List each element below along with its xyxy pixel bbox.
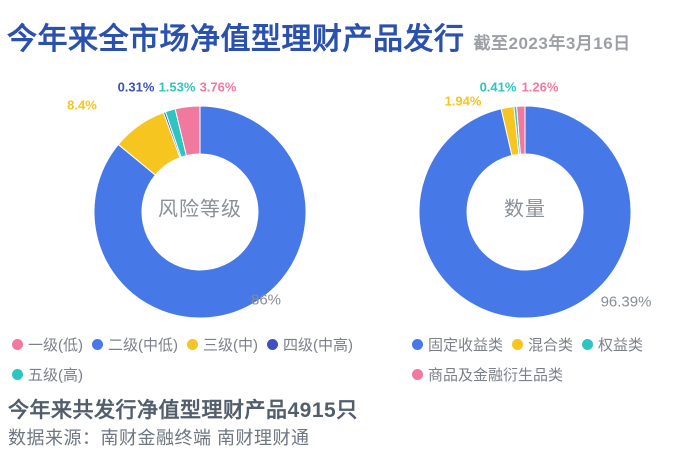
legend-dot-level1-low <box>12 339 23 350</box>
pct-label-0-41: 0.41% <box>479 79 517 95</box>
quantity-legend: 固定收益类 混合类 权益类商品及金融衍生品类 <box>412 334 674 385</box>
legend-item-level5-high[interactable]: 五级(高) <box>12 364 83 385</box>
risk-level-center-label: 风险等级 <box>158 198 242 221</box>
legend-item-equity[interactable]: 权益类 <box>582 334 643 355</box>
quantity-center-label: 数量 <box>504 198 546 221</box>
legend-dot-level4-mid-high <box>267 339 278 350</box>
page-title: 今年来全市场净值型理财产品发行 <box>7 23 465 56</box>
legend-label: 混合类 <box>528 337 574 354</box>
slice-fixed-income[interactable] <box>418 105 632 319</box>
header: 今年来全市场净值型理财产品发行 截至2023年3月16日 <box>7 14 631 58</box>
legend-dot-level5-high <box>12 369 23 380</box>
slice-level2-mid-low[interactable] <box>93 105 307 319</box>
pct-label-96-39: 96.39% <box>600 293 652 311</box>
data-source-text: 数据来源：南财金融终端 南财理财通 <box>8 428 310 448</box>
legend-item-level3-mid[interactable]: 三级(中) <box>187 334 258 355</box>
legend-item-fixed-income[interactable]: 固定收益类 <box>412 334 503 355</box>
pct-label-86: 86% <box>250 291 282 309</box>
legend-label: 一级(低) <box>28 337 83 354</box>
legend-dot-level2-mid-low <box>92 339 103 350</box>
legend-item-level1-low[interactable]: 一级(低) <box>12 334 83 355</box>
slice-commodity-derivatives[interactable] <box>516 105 526 155</box>
legend-dot-level3-mid <box>187 339 198 350</box>
legend-dot-equity <box>582 339 594 350</box>
legend-label: 商品及金融衍生品类 <box>428 367 564 384</box>
quantity-donut-chart <box>418 105 632 319</box>
risk-level-legend: 一级(低) 二级(中低) 三级(中) 四级(中高) 五级(高) <box>12 334 357 385</box>
legend-label: 二级(中低) <box>108 337 178 354</box>
pct-label-1-53: 1.53% <box>158 79 196 95</box>
pct-label-1-94: 1.94% <box>444 93 482 109</box>
risk-level-donut-chart <box>93 105 307 319</box>
legend-dot-mixed <box>512 339 524 350</box>
as-of-date: 截至2023年3月16日 <box>473 34 631 53</box>
pct-label-3-76: 3.76% <box>199 79 237 95</box>
legend-item-mixed[interactable]: 混合类 <box>512 334 573 355</box>
legend-label: 固定收益类 <box>428 337 504 354</box>
legend-label: 四级(中高) <box>283 337 353 354</box>
summary-text: 今年来共发行净值型理财产品4915只 <box>8 399 358 422</box>
pct-label-0-31: 0.31% <box>117 79 155 95</box>
slice-level1-low[interactable] <box>174 105 201 157</box>
legend-item-level2-mid-low[interactable]: 二级(中低) <box>92 334 178 355</box>
pct-label-8-4: 8.4% <box>67 97 97 113</box>
legend-label: 五级(高) <box>28 367 83 384</box>
legend-dot-fixed-income <box>412 339 423 350</box>
pct-label-1-26: 1.26% <box>521 79 559 95</box>
legend-item-level4-mid-high[interactable]: 四级(中高) <box>267 334 353 355</box>
legend-dot-commodity-derivatives <box>412 369 423 380</box>
legend-label: 三级(中) <box>203 337 258 354</box>
legend-label: 权益类 <box>598 337 644 354</box>
legend-item-commodity-derivatives[interactable]: 商品及金融衍生品类 <box>412 364 563 385</box>
